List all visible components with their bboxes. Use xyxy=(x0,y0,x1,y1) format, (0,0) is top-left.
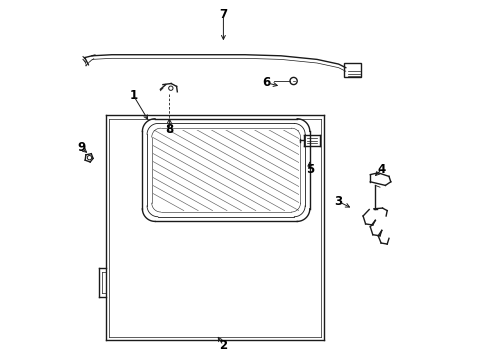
Text: 1: 1 xyxy=(129,89,138,102)
Text: 7: 7 xyxy=(220,8,227,21)
Text: 9: 9 xyxy=(77,141,85,154)
Text: 5: 5 xyxy=(306,163,314,176)
Text: 4: 4 xyxy=(378,163,386,176)
Text: 2: 2 xyxy=(220,339,227,352)
Text: 8: 8 xyxy=(165,123,173,136)
Text: 6: 6 xyxy=(263,76,270,89)
Text: 3: 3 xyxy=(335,195,343,208)
